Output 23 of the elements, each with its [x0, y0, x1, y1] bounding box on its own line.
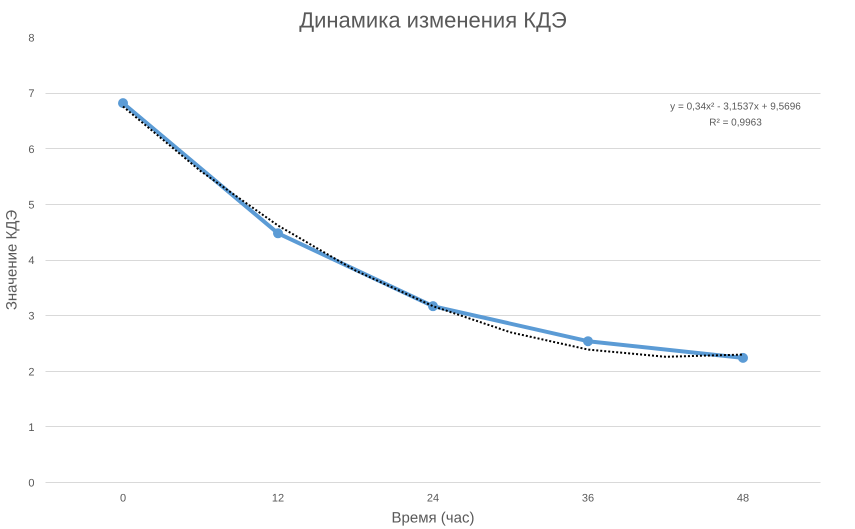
point — [738, 352, 748, 363]
y-tick-label: 1 — [28, 422, 35, 434]
y-tick-label: 8 — [28, 32, 35, 44]
x-tick-label: 36 — [582, 492, 594, 504]
point — [273, 228, 283, 238]
annotation: y = 0,34x² - 3,1537x + 9,5696 — [670, 102, 802, 112]
y-tick-label: 3 — [28, 310, 35, 323]
point — [583, 336, 593, 346]
y-tick-label: 4 — [28, 255, 35, 267]
y-tick-label: 6 — [28, 144, 35, 156]
x-tick-label: 48 — [736, 492, 750, 504]
x-tick-label: 24 — [426, 492, 440, 504]
y-tick-label: 7 — [28, 88, 35, 100]
annotation: R² = 0,9963 — [709, 118, 762, 128]
point — [118, 98, 128, 108]
x-axis-title: Время (час) — [392, 510, 474, 526]
y-axis-title: Значение КДЭ — [3, 210, 20, 310]
y-tick-label: 0 — [28, 478, 35, 490]
x-tick-label: 12 — [272, 492, 284, 504]
chart-title: Динамика изменения КДЭ — [299, 8, 567, 32]
y-tick-label: 2 — [28, 366, 35, 378]
x-tick-label: 0 — [120, 492, 126, 504]
y-tick-label: 5 — [28, 199, 35, 212]
